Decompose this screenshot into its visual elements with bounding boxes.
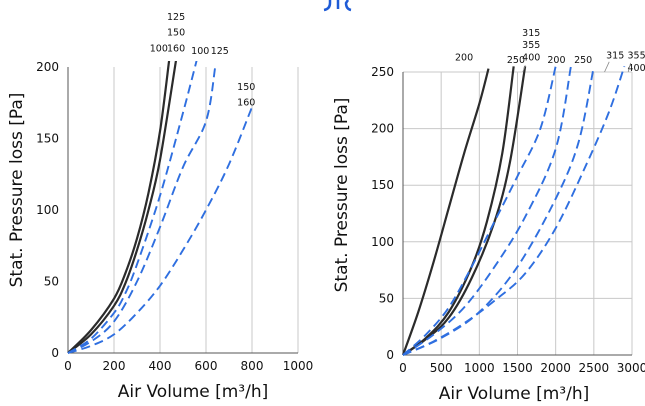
x-tick-label: 800: [241, 359, 264, 373]
curve-size-label: 200: [455, 53, 473, 64]
dashed-series-line-125: [67, 66, 217, 354]
y-tick-label: 50: [379, 291, 394, 305]
y-tick-label: 200: [36, 60, 59, 74]
solid-series-line-125-150-160: [67, 61, 178, 354]
solid-series-line-200: [401, 68, 490, 356]
curve-size-label: 250: [574, 55, 592, 66]
x-tick-label: 0: [399, 361, 407, 375]
x-tick-label: 3000: [617, 361, 645, 375]
curve-size-label: 250: [507, 55, 525, 66]
y-tick-label: 150: [371, 178, 394, 192]
curve-size-label: 315: [522, 28, 540, 39]
curve-size-label: 355: [628, 50, 645, 61]
curve-size-label: 400: [522, 53, 540, 64]
dashed-series-line-250: [402, 66, 572, 356]
x-tick-label: 1000: [283, 359, 314, 373]
pressure-chart-left: 0 200 400 600 800 1000 0 50 100 150 200 Air Volume …: [7, 12, 314, 402]
y-tick-label: 0: [51, 346, 59, 360]
curve-size-label: 100: [150, 43, 168, 54]
curve-size-label: 160: [167, 43, 185, 54]
curve-size-label: 125: [211, 46, 229, 57]
curve-size-label: 125: [167, 12, 185, 23]
curve-size-label: 100: [191, 46, 209, 57]
x-tick-label: 2500: [579, 361, 610, 375]
curve-label-leader-line: [522, 65, 526, 73]
x-tick-label: 600: [195, 359, 218, 373]
x-axis-title: Air Volume [m³/h]: [439, 384, 590, 404]
pressure-chart-right: 0 500 1000 1500 2000 2500 3000 0 50 100 150 200 250 A…: [332, 28, 645, 404]
x-tick-label: 200: [103, 359, 126, 373]
x-tick-label: 500: [430, 361, 453, 375]
y-tick-label: 200: [371, 122, 394, 136]
dashed-series-line-200: [402, 66, 557, 356]
y-tick-label: 50: [44, 275, 59, 289]
x-tick-label: 1500: [502, 361, 533, 375]
curve-size-label: 200: [547, 55, 565, 66]
dashed-series-line-150-160: [67, 106, 253, 354]
y-tick-label: 0: [386, 348, 394, 362]
y-tick-label: 100: [371, 235, 394, 249]
dashed-series-line-355-400: [402, 66, 626, 356]
x-tick-label: 2000: [540, 361, 571, 375]
y-tick-label: 150: [36, 132, 59, 146]
x-tick-label: 1000: [464, 361, 495, 375]
curve-label-leader-line: [627, 62, 631, 73]
curve-size-label: 160: [237, 98, 255, 109]
header-fragment-glyph: [323, 0, 352, 12]
x-tick-label: 400: [149, 359, 172, 373]
curve-size-label: 315: [606, 50, 624, 61]
y-tick-label: 250: [371, 65, 394, 79]
x-tick-label: 0: [64, 359, 72, 373]
dashed-series-line-315: [402, 66, 595, 356]
y-tick-label: 100: [36, 203, 59, 217]
curve-size-label: 400: [628, 63, 645, 74]
dashed-series-line-100: [67, 61, 198, 354]
solid-series-line-315-355-400: [402, 66, 527, 356]
x-axis-title: Air Volume [m³/h]: [118, 382, 269, 402]
y-axis-title: Stat. Pressure loss [Pa]: [7, 93, 27, 288]
curve-size-label: 355: [522, 40, 540, 51]
y-axis-title: Stat. Pressure loss [Pa]: [332, 98, 352, 293]
curve-size-label: 150: [167, 28, 185, 39]
solid-series-line-100: [67, 61, 171, 354]
header-fragment: [323, 0, 352, 12]
curve-size-label: 150: [237, 82, 255, 93]
curve-label-leader-line: [604, 61, 610, 73]
